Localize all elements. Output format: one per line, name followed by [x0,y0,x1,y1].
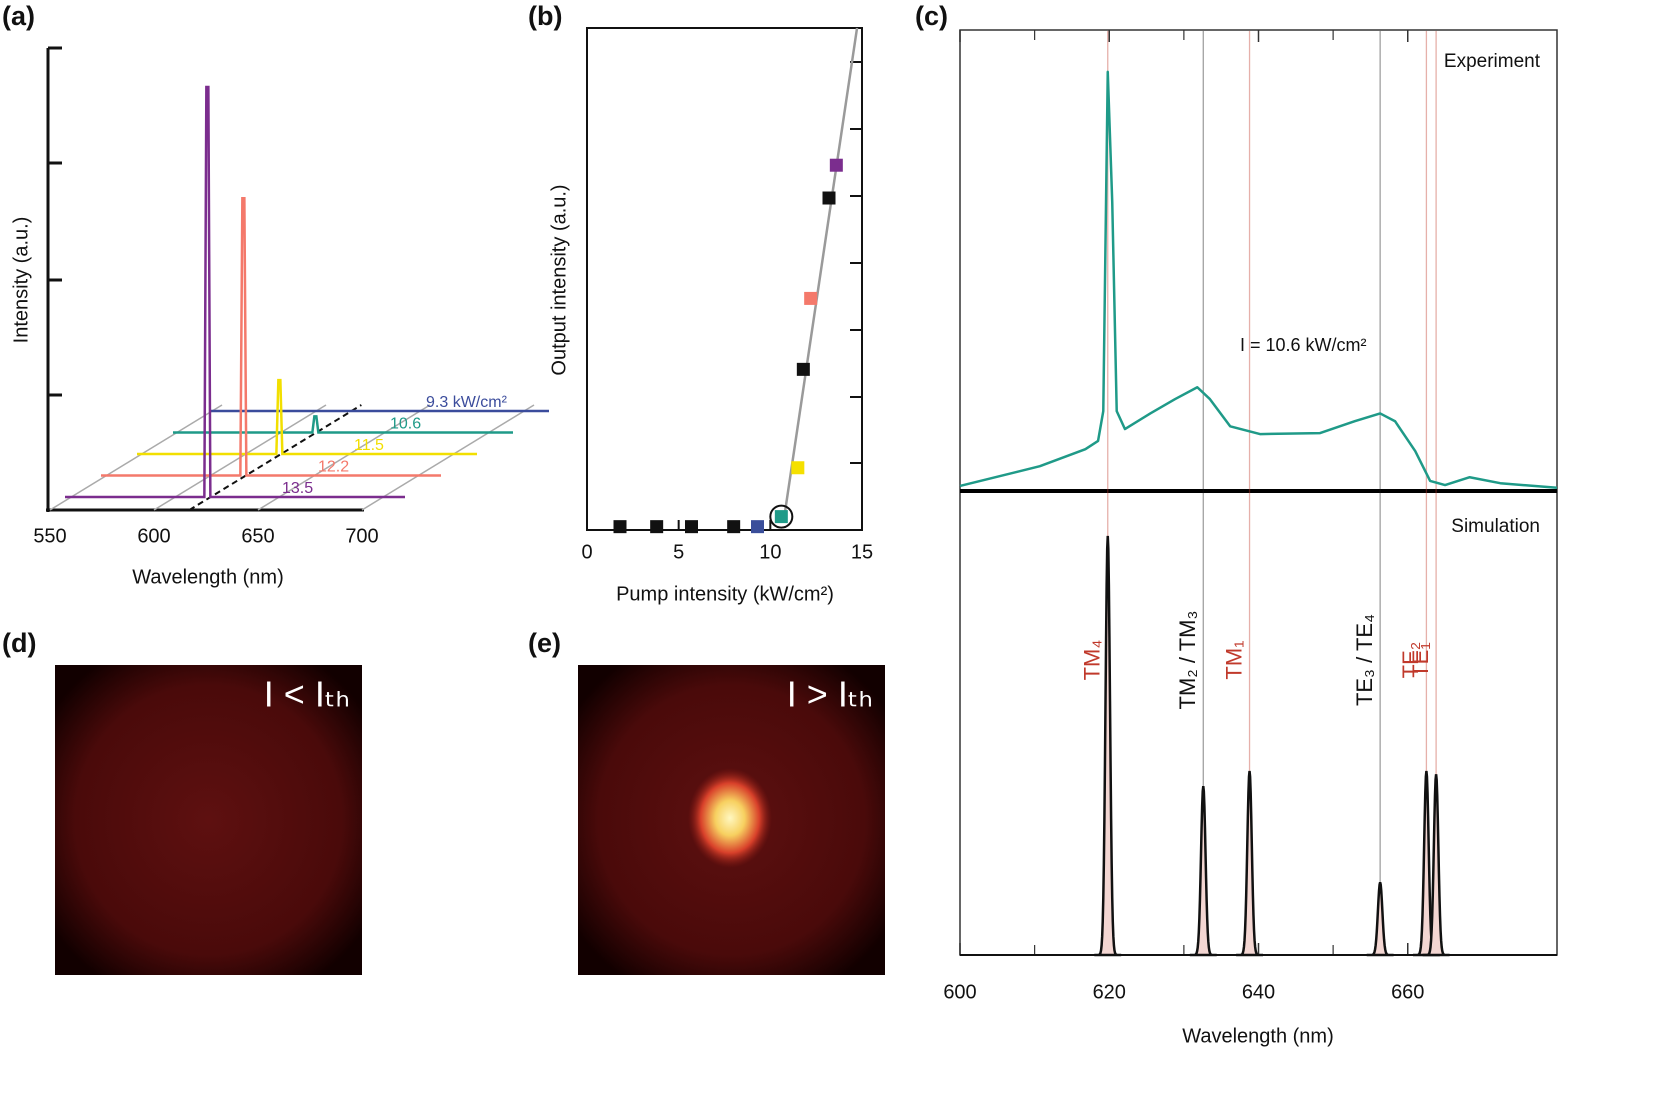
simulated-peak [1094,535,1122,957]
legend-label: 13.5 [282,480,313,497]
y-axis-label: Intensity (a.u.) [10,217,32,344]
grid-line [361,404,535,511]
simulated-peak [1366,882,1394,957]
y-axis-label: Output intensity (a.u.) [548,184,570,375]
grid-line [49,404,223,511]
legend-label: 9.3 kW/cm² [426,394,508,411]
x-tick-label: 550 [33,525,66,547]
fit-line [783,27,859,513]
data-point [650,520,664,534]
x-tick-label: 650 [241,525,274,547]
x-axis-label: Pump intensity (kW/cm²) [616,583,834,605]
plot-frame [586,27,863,531]
spectrum-trace [173,415,513,434]
legend-label: 11.5 [354,437,384,454]
spectrum-trace [137,378,477,456]
data-point [829,158,843,172]
image-caption: I < Iₜₕ [264,674,350,715]
legend-label: 10.6 [390,416,421,433]
x-tick-label: 600 [137,525,170,547]
annotation: I = 10.6 kW/cm² [1240,335,1367,355]
data-point [796,362,810,376]
x-tick-label: 640 [1242,981,1275,1003]
panel-label: (b) [528,1,562,31]
panel-label: (a) [2,1,35,31]
mode-label: TM₄ [1080,640,1105,681]
panel-note: Experiment [1444,51,1541,72]
spectrum-trace [101,197,441,477]
x-tick-label: 0 [581,541,592,563]
experiment-spectrum [959,70,1558,490]
mode-label: TE₁ [1408,642,1433,678]
x-axis-label: Wavelength (nm) [132,566,284,588]
axis-ticks [46,46,364,512]
simulated-peak [1189,786,1217,957]
grid-line [257,404,431,511]
data-point [685,520,698,534]
data-point [727,520,741,534]
panel-label: (c) [915,1,948,31]
x-axis-label: Wavelength (nm) [1182,1025,1334,1047]
data-point [751,520,764,534]
mode-label: TE₂ [1398,642,1423,679]
x-tick-label: 5 [673,541,684,563]
camera-image [55,665,362,975]
x-tick-label: 600 [943,981,976,1003]
x-tick-label: 620 [1093,981,1126,1003]
reference-line [188,404,362,511]
axis-ticks [850,61,862,464]
data-point [774,510,788,524]
mode-label: TM₁ [1221,640,1246,679]
threshold-circle [769,504,794,529]
panel-label: (e) [528,628,561,658]
data-point [822,191,836,205]
mode-label: TE₃ / TE₄ [1352,614,1377,706]
x-tick-label: 10 [759,541,781,563]
image-caption: I > Iₜₕ [787,674,873,715]
simulated-peak [1422,774,1450,957]
panel-label: (d) [2,628,36,658]
legend-label: 12.2 [318,459,349,476]
data-point [613,520,627,534]
x-tick-label: 700 [345,525,378,547]
data-point [791,461,805,475]
spectrum-trace [65,85,405,499]
mode-label: TM₂ / TM₃ [1175,611,1200,710]
panel-note: Simulation [1451,516,1540,537]
x-tick-label: 660 [1391,981,1424,1003]
x-tick-label: 15 [851,541,873,563]
lasing-spot [688,768,772,868]
simulated-peak [1236,770,1263,957]
data-point [804,291,818,305]
